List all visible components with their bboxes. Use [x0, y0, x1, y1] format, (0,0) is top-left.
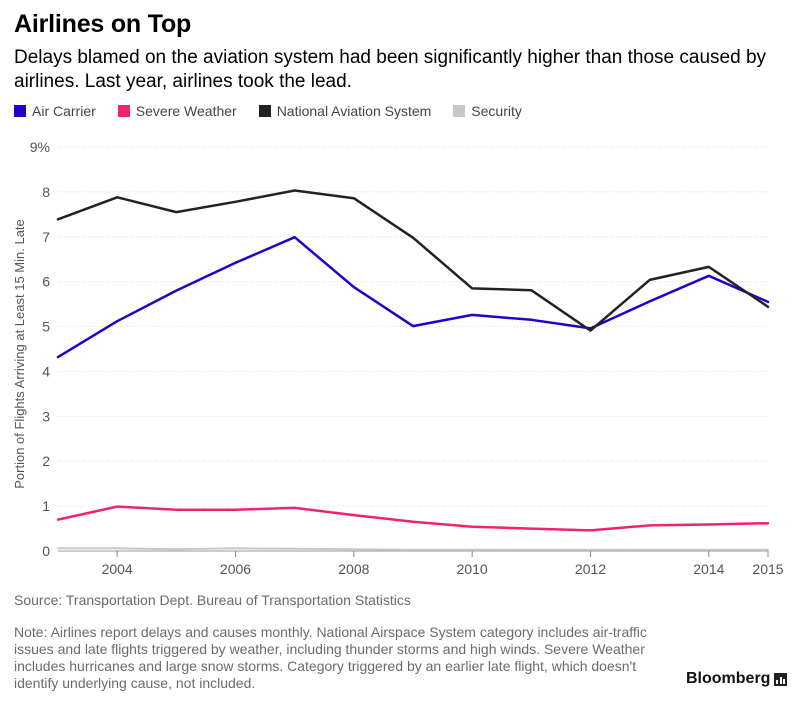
- series-line-national-aviation-system: [56, 189, 770, 332]
- y-tick-label: 9%: [30, 139, 50, 155]
- x-tick-label: 2012: [575, 561, 606, 577]
- source-note: Source: Transportation Dept. Bureau of T…: [14, 592, 411, 608]
- legend-swatch: [117, 105, 130, 117]
- legend-item-air-carrier: Air Carrier: [14, 103, 96, 119]
- y-axis-label: Portion of Flights Arriving at Least 15 …: [12, 219, 27, 489]
- brand-name: Bloomberg: [686, 670, 771, 687]
- x-tick-label: 2014: [693, 561, 724, 577]
- brand-logo: Bloomberg: [686, 670, 788, 688]
- y-tick-label: 4: [42, 363, 50, 379]
- legend: Air Carrier Severe Weather National Avia…: [14, 103, 544, 119]
- x-tick-label: 2006: [220, 561, 251, 577]
- y-tick-label: 0: [42, 543, 50, 559]
- legend-label: National Aviation System: [276, 103, 432, 119]
- legend-swatch: [453, 105, 466, 117]
- x-tick-label: 2010: [457, 561, 488, 577]
- line-chart: 0 1 2 3 4 5 6 7 8 9% 2004 2006 2008 2010 2012 2014 2015 P…: [12, 139, 784, 577]
- series-line-severe-weather: [56, 505, 770, 532]
- legend-item-security: Security: [453, 103, 522, 119]
- legend-item-national-aviation-system: National Aviation System: [258, 103, 432, 119]
- series-line-security: [57, 547, 769, 551]
- y-tick-label: 5: [42, 319, 50, 335]
- bloomberg-chart-icon: [774, 672, 788, 686]
- legend-label: Security: [471, 103, 522, 119]
- legend-label: Severe Weather: [135, 103, 237, 119]
- footnote: Note: Airlines report delays and causes …: [14, 624, 647, 691]
- x-tick-label: 2008: [338, 561, 369, 577]
- legend-label: Air Carrier: [32, 103, 96, 119]
- y-tick-label: 2: [42, 453, 50, 469]
- x-tick-label: 2004: [102, 561, 133, 577]
- chart-subtitle: Delays blamed on the aviation system had…: [14, 47, 767, 92]
- y-tick-label: 3: [42, 408, 50, 424]
- y-tick-label: 6: [42, 274, 50, 290]
- y-tick-label: 1: [42, 498, 50, 514]
- legend-swatch: [258, 105, 271, 117]
- y-tick-label: 7: [42, 229, 50, 245]
- legend-swatch: [14, 105, 26, 117]
- y-tick-label: 8: [42, 184, 50, 200]
- x-tick-label: 2015: [752, 561, 783, 577]
- legend-item-severe-weather: Severe Weather: [117, 103, 237, 119]
- series-line-air-carrier: [56, 235, 770, 359]
- chart-title: Airlines on Top: [14, 10, 192, 38]
